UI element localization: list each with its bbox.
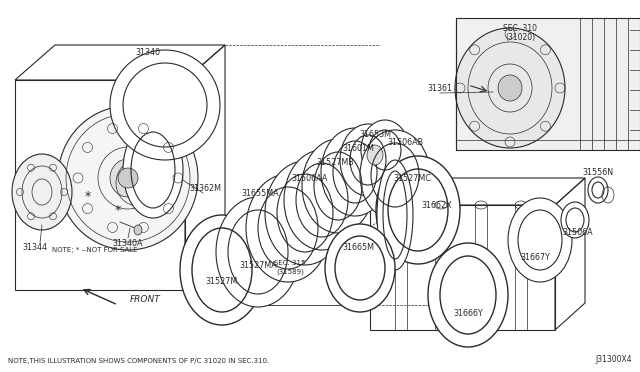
Text: 31667Y: 31667Y [520, 253, 550, 263]
Text: 31506AA: 31506AA [292, 173, 328, 183]
Ellipse shape [110, 159, 146, 197]
Text: 31556N: 31556N [582, 167, 614, 176]
Ellipse shape [110, 50, 220, 160]
Ellipse shape [508, 198, 572, 282]
Ellipse shape [216, 197, 300, 307]
Ellipse shape [367, 145, 383, 165]
Text: 31506AB: 31506AB [387, 138, 423, 147]
Text: 31665M: 31665M [342, 244, 374, 253]
Text: J31300X4: J31300X4 [595, 355, 632, 364]
Text: 31362M: 31362M [189, 183, 221, 192]
Ellipse shape [12, 154, 72, 230]
Text: FRONT: FRONT [130, 295, 161, 305]
Ellipse shape [325, 224, 395, 312]
Text: 31653M: 31653M [359, 129, 391, 138]
Text: 31527MC: 31527MC [393, 173, 431, 183]
Ellipse shape [588, 177, 608, 203]
Text: 31340A: 31340A [113, 238, 143, 247]
Text: (31020): (31020) [505, 32, 535, 42]
Text: SEC. 315: SEC. 315 [275, 260, 306, 266]
Text: 31506A: 31506A [563, 228, 593, 237]
Text: *: * [85, 189, 91, 202]
Ellipse shape [498, 75, 522, 101]
Ellipse shape [455, 28, 565, 148]
Ellipse shape [118, 168, 138, 188]
Text: 31527MA: 31527MA [239, 260, 277, 269]
Ellipse shape [377, 160, 413, 270]
Ellipse shape [376, 156, 460, 264]
Ellipse shape [302, 139, 374, 233]
Text: 31601M: 31601M [342, 144, 374, 153]
Ellipse shape [428, 243, 508, 347]
Text: 31662X: 31662X [422, 201, 452, 209]
Text: NOTE; * --NOT FOR SALE: NOTE; * --NOT FOR SALE [52, 247, 138, 253]
Ellipse shape [58, 106, 198, 250]
Text: 31655MA: 31655MA [241, 189, 279, 198]
Ellipse shape [265, 161, 345, 265]
Text: 31361: 31361 [428, 83, 452, 93]
Text: NOTE,THIS ILLUSTRATION SHOWS COMPONENTS OF P/C 31020 IN SEC.310.: NOTE,THIS ILLUSTRATION SHOWS COMPONENTS … [8, 358, 269, 364]
Ellipse shape [561, 202, 589, 238]
Ellipse shape [361, 120, 409, 180]
Ellipse shape [360, 130, 430, 220]
Text: (31589): (31589) [276, 269, 304, 275]
Text: 31344: 31344 [22, 244, 47, 253]
Text: *: * [115, 203, 121, 217]
Ellipse shape [321, 128, 389, 216]
Text: SEC. 310: SEC. 310 [503, 23, 537, 32]
Polygon shape [456, 18, 640, 150]
Ellipse shape [123, 122, 183, 218]
Text: 31527MB: 31527MB [316, 157, 354, 167]
Ellipse shape [134, 225, 142, 235]
Ellipse shape [180, 215, 264, 325]
Ellipse shape [284, 150, 360, 250]
Text: 31666Y: 31666Y [453, 308, 483, 317]
Text: 31527M: 31527M [206, 278, 238, 286]
Ellipse shape [340, 124, 396, 196]
Ellipse shape [246, 174, 330, 282]
Text: 31340: 31340 [136, 48, 161, 57]
